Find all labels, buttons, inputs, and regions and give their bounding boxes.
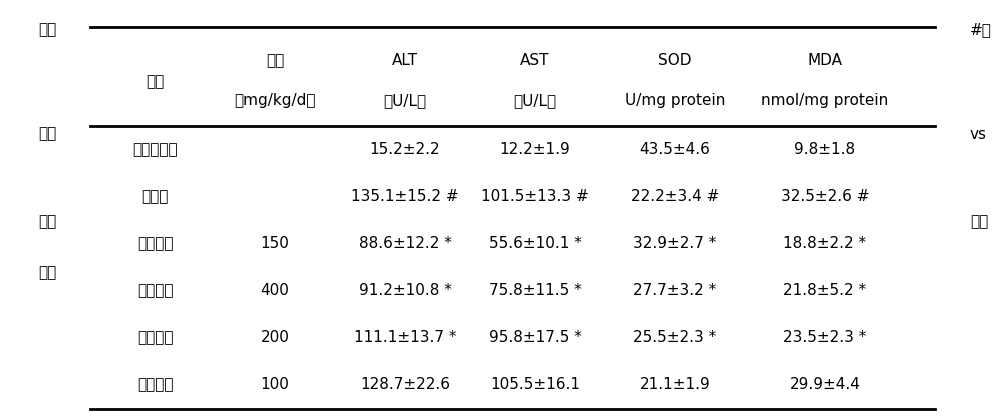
Text: 400: 400 (261, 283, 289, 298)
Text: 105.5±16.1: 105.5±16.1 (490, 378, 580, 393)
Text: 12.2±1.9: 12.2±1.9 (500, 142, 570, 157)
Text: 22.2±3.4 #: 22.2±3.4 # (631, 189, 719, 204)
Text: 75.8±11.5 *: 75.8±11.5 * (489, 283, 581, 298)
Text: （U/L）: （U/L） (383, 93, 427, 108)
Text: 43.5±4.6: 43.5±4.6 (640, 142, 710, 157)
Text: MDA: MDA (808, 53, 842, 68)
Text: 88.6±12.2 *: 88.6±12.2 * (359, 236, 451, 251)
Text: 29.9±4.4: 29.9±4.4 (790, 378, 860, 393)
Text: 100: 100 (261, 378, 289, 393)
Text: 18.8±2.2 *: 18.8±2.2 * (783, 236, 867, 251)
Text: 23.5±2.3 *: 23.5±2.3 * (783, 330, 867, 345)
Text: 组，: 组， (38, 265, 56, 280)
Text: 27.7±3.2 *: 27.7±3.2 * (633, 283, 717, 298)
Text: #，: #， (970, 22, 992, 37)
Text: 32.5±2.6 #: 32.5±2.6 # (781, 189, 869, 204)
Text: 模型组: 模型组 (141, 189, 169, 204)
Text: SOD: SOD (658, 53, 692, 68)
Text: 150: 150 (261, 236, 289, 251)
Text: 91.2±10.8 *: 91.2±10.8 * (359, 283, 451, 298)
Text: 15.2±2.2: 15.2±2.2 (370, 142, 440, 157)
Text: 中剂量组: 中剂量组 (137, 330, 173, 345)
Text: 128.7±22.6: 128.7±22.6 (360, 378, 450, 393)
Text: 高剂量组: 高剂量组 (137, 283, 173, 298)
Text: 组别: 组别 (146, 74, 164, 89)
Text: 200: 200 (261, 330, 289, 345)
Text: 55.6±10.1 *: 55.6±10.1 * (489, 236, 581, 251)
Text: 32.9±2.7 *: 32.9±2.7 * (633, 236, 717, 251)
Text: 101.5±13.3 #: 101.5±13.3 # (481, 189, 589, 204)
Text: U/mg protein: U/mg protein (625, 93, 725, 108)
Text: 对照: 对照 (970, 215, 988, 230)
Text: AST: AST (520, 53, 550, 68)
Text: 135.1±15.2 #: 135.1±15.2 # (351, 189, 459, 204)
Text: （mg/kg/d）: （mg/kg/d） (234, 93, 316, 108)
Text: 低剂量组: 低剂量组 (137, 378, 173, 393)
Text: 95.8±17.5 *: 95.8±17.5 * (489, 330, 581, 345)
Text: 21.1±1.9: 21.1±1.9 (640, 378, 710, 393)
Text: ALT: ALT (392, 53, 418, 68)
Text: 111.1±13.7 *: 111.1±13.7 * (354, 330, 456, 345)
Text: vs: vs (970, 127, 987, 142)
Text: 注：: 注： (38, 22, 56, 37)
Text: 模型: 模型 (38, 127, 56, 142)
Text: 阳性药组: 阳性药组 (137, 236, 173, 251)
Text: 正常: 正常 (38, 215, 56, 230)
Text: 9.8±1.8: 9.8±1.8 (794, 142, 856, 157)
Text: （U/L）: （U/L） (513, 93, 557, 108)
Text: nmol/mg protein: nmol/mg protein (761, 93, 889, 108)
Text: 21.8±5.2 *: 21.8±5.2 * (783, 283, 867, 298)
Text: 25.5±2.3 *: 25.5±2.3 * (633, 330, 717, 345)
Text: 正常对照组: 正常对照组 (132, 142, 178, 157)
Text: 剂量: 剂量 (266, 53, 284, 68)
